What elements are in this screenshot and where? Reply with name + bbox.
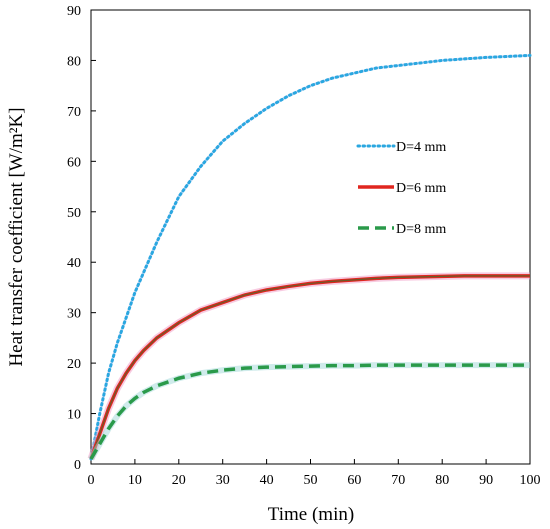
series-d-4-mm (89, 53, 532, 461)
series-glow (89, 53, 531, 460)
plot-area (90, 9, 531, 465)
series-layer (87, 53, 532, 461)
legend-item-d-6-mm: D=6 mm (358, 181, 446, 196)
y-tick-label: 10 (67, 408, 81, 423)
legend-item-d-8-mm: D=8 mm (358, 222, 446, 237)
y-tick-label: 0 (74, 458, 81, 473)
x-tick-label: 20 (172, 473, 186, 488)
y-tick-label: 30 (67, 307, 81, 322)
series-line (89, 363, 530, 460)
series-core (90, 275, 530, 460)
legend: D=4 mm D=6 mm D=8 mm (356, 140, 446, 237)
x-tick-label: 50 (304, 473, 318, 488)
y-tick-label: 70 (67, 105, 81, 120)
y-tick-label: 80 (67, 54, 81, 69)
x-axis-label: Time (min) (268, 504, 354, 525)
y-axis-ticks: 0 10 20 30 40 50 60 70 80 90 (67, 4, 96, 473)
legend-label: D=8 mm (396, 222, 446, 237)
series-glow (88, 362, 530, 461)
x-tick-label: 90 (479, 473, 493, 488)
series-line (89, 53, 532, 461)
x-tick-label: 80 (435, 473, 449, 488)
legend-label: D=6 mm (396, 181, 446, 196)
x-axis-ticks: 0 10 20 30 40 50 60 70 80 90 100 (88, 459, 541, 488)
x-tick-label: 30 (216, 473, 230, 488)
y-tick-label: 20 (67, 357, 81, 372)
x-tick-label: 0 (88, 473, 95, 488)
y-tick-label: 60 (67, 155, 81, 170)
y-tick-label: 40 (67, 256, 81, 271)
legend-label: D=4 mm (396, 140, 446, 155)
series-d-6-mm (87, 272, 530, 461)
x-tick-label: 40 (260, 473, 274, 488)
y-tick-label: 50 (67, 206, 81, 221)
y-axis-label: Heat transfer coefficient [W/m²K] (6, 107, 27, 366)
x-tick-label: 70 (391, 473, 405, 488)
x-tick-label: 10 (128, 473, 142, 488)
x-tick-label: 60 (347, 473, 361, 488)
legend-item-d-4-mm: D=4 mm (356, 140, 446, 155)
x-tick-label: 100 (520, 473, 541, 488)
y-tick-label: 90 (67, 4, 81, 19)
series-d-8-mm (88, 362, 530, 461)
